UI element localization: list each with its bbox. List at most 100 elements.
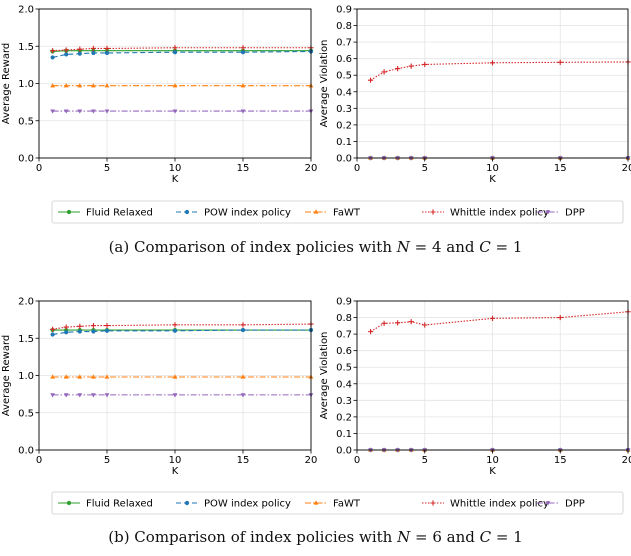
data-point-whittle-index-policy [367, 329, 374, 335]
data-point-whittle-index-policy [77, 323, 83, 329]
y-axis-label: Average Reward [1, 43, 12, 124]
legend-label-fluid-relaxed: Fluid Relaxed [86, 208, 153, 219]
data-point-pow-index-policy [104, 50, 110, 56]
data-point-whittle-index-policy [381, 69, 387, 75]
x-tick-label: 0 [36, 455, 42, 466]
series-line-whittle-index-policy [52, 323, 312, 330]
data-point-dpp [408, 448, 414, 453]
legend-marker-pow-index-policy [184, 500, 190, 506]
data-point-whittle-index-policy [104, 322, 110, 329]
x-tick-label: 5 [422, 455, 428, 466]
data-point-fawt [63, 374, 69, 379]
data-point-whittle-index-policy [395, 320, 401, 326]
x-axis-label: K [489, 174, 496, 185]
y-tick-label: 0.6 [336, 346, 352, 357]
data-point-dpp [368, 156, 373, 161]
y-tick-label: 1.0 [18, 371, 34, 382]
y-tick-label: 1.5 [18, 334, 34, 345]
y-tick-label: 0.9 [336, 297, 352, 308]
y-tick-label: 0.6 [336, 54, 352, 65]
data-point-fawt [91, 374, 96, 379]
y-tick-label: 2.0 [18, 5, 34, 16]
x-tick-label: 0 [36, 163, 42, 174]
chart-a-right: 0 5 10 15 20 0.0 0.1 0.2 0.3 0.4 0.5 0.6 0.7 0.8 0.9 K A… [319, 5, 631, 186]
caption-a: (a) Comparison of index policies with N … [108, 238, 523, 256]
x-tick-label: 15 [237, 455, 250, 466]
x-tick-label: 5 [422, 163, 428, 174]
legend-marker-pow-index-policy [184, 209, 190, 215]
data-point-dpp [240, 393, 246, 398]
legend-box [51, 200, 624, 224]
data-point-whittle-index-policy [367, 77, 374, 83]
legend-marker-dpp [545, 210, 551, 215]
data-point-pow-index-policy [77, 51, 82, 56]
data-point-whittle-index-policy [408, 319, 414, 325]
data-point-whittle-index-policy [240, 322, 246, 328]
y-axis-label: Average Violation [319, 332, 330, 420]
data-point-fawt [240, 83, 246, 88]
data-point-dpp [172, 109, 178, 114]
y-tick-label: 0.5 [336, 363, 352, 374]
legend-label-dpp: DPP [565, 208, 585, 219]
data-point-fawt [172, 374, 178, 379]
y-axis-label: Average Violation [319, 40, 330, 128]
y-tick-label: 0.2 [336, 120, 352, 131]
data-point-dpp [63, 109, 69, 114]
x-tick-label: 5 [104, 455, 110, 466]
data-point-whittle-index-policy [50, 48, 56, 54]
legend-marker-fawt [313, 500, 319, 505]
y-tick-label: 0.5 [336, 71, 352, 82]
legend-box [51, 491, 624, 515]
chart-b-right: 0 5 10 15 20 0.0 0.1 0.2 0.3 0.4 0.5 0.6 0.7 0.8 0.9 K A… [319, 297, 631, 478]
data-point-fawt [77, 83, 83, 88]
y-tick-label: 0.5 [18, 116, 34, 127]
data-point-fawt [50, 83, 55, 88]
data-point-dpp [368, 448, 373, 453]
legend-label-whittle-index-policy: Whittle index policy [450, 208, 549, 219]
data-point-fawt [91, 83, 96, 88]
figure-panel-b: 0 5 10 15 20 0.0 0.5 1.0 1.5 2.0 K Average Reward 0… [1, 297, 631, 515]
data-point-dpp [77, 393, 83, 398]
data-point-dpp [77, 109, 83, 114]
legend-label-dpp: DPP [565, 499, 585, 510]
data-point-pow-index-policy [240, 327, 246, 333]
data-point-pow-index-policy [50, 55, 55, 60]
y-tick-label: 1.0 [18, 79, 34, 90]
caption-b: (b) Comparison of index policies with N … [108, 528, 523, 546]
data-point-dpp [104, 393, 110, 398]
data-point-dpp [172, 393, 178, 398]
data-point-fawt [172, 83, 178, 88]
y-tick-label: 0.4 [336, 87, 352, 98]
y-tick-label: 0.7 [336, 330, 352, 341]
data-point-whittle-index-policy [90, 45, 96, 52]
y-tick-label: 0.0 [336, 446, 352, 457]
data-point-dpp [240, 109, 246, 114]
y-tick-label: 0.7 [336, 38, 352, 49]
x-tick-label: 5 [104, 163, 110, 174]
data-point-whittle-index-policy [422, 61, 428, 68]
data-point-whittle-index-policy [557, 59, 563, 65]
x-tick-label: 10 [486, 455, 499, 466]
data-point-dpp [395, 448, 401, 453]
data-point-pow-index-policy [64, 330, 69, 335]
x-tick-label: 20 [305, 163, 318, 174]
x-tick-label: 20 [622, 163, 631, 174]
x-axis-label: K [172, 466, 179, 477]
data-point-dpp [50, 393, 55, 398]
legend-marker-fluid-relaxed [66, 500, 72, 506]
x-tick-label: 15 [554, 163, 567, 174]
data-point-fawt [240, 374, 246, 379]
data-point-pow-index-policy [240, 50, 246, 55]
x-tick-label: 0 [354, 163, 360, 174]
data-point-dpp [381, 448, 387, 453]
data-point-pow-index-policy [104, 328, 110, 333]
x-tick-label: 10 [169, 455, 182, 466]
data-point-whittle-index-policy [489, 60, 496, 66]
y-tick-label: 0.5 [18, 408, 34, 419]
data-point-whittle-index-policy [557, 314, 563, 321]
data-point-dpp [91, 109, 96, 114]
y-tick-label: 0.1 [336, 137, 352, 148]
y-tick-label: 2.0 [18, 297, 34, 308]
data-point-whittle-index-policy [489, 315, 496, 321]
legend-label-fawt: FaWT [333, 499, 361, 510]
